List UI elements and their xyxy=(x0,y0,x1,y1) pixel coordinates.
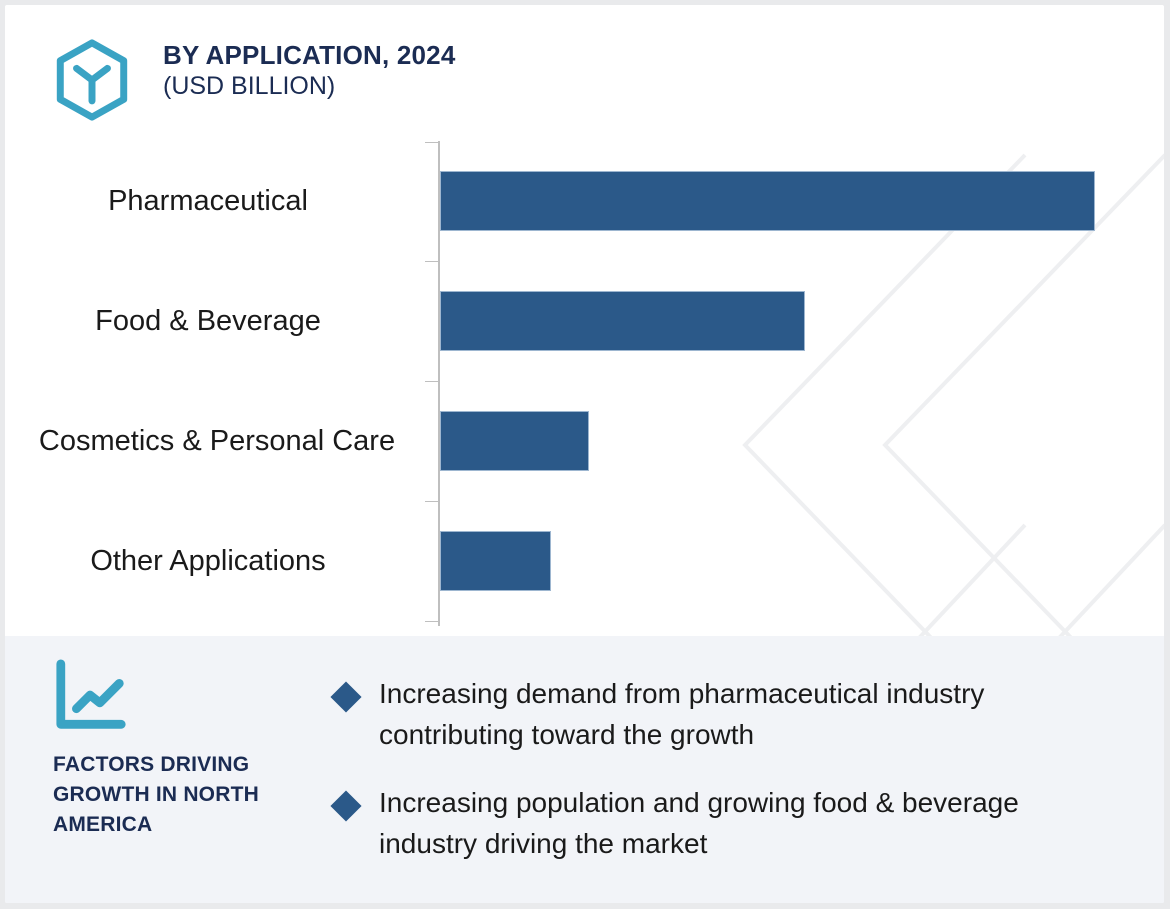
bar-food-beverage xyxy=(440,291,805,351)
category-label-other-applications: Other Applications xyxy=(90,544,326,577)
category-label-food-beverage: Food & Beverage xyxy=(95,304,321,337)
bar-chart: Pharmaceutical Food & Beverage Cosmetics… xyxy=(5,133,1163,633)
axis-tick xyxy=(425,621,439,622)
infographic-card: BY APPLICATION, 2024 (USD BILLION) Pharm… xyxy=(5,5,1164,903)
factors-list: Increasing demand from pharmaceutical in… xyxy=(330,636,1164,903)
category-label-pharmaceutical: Pharmaceutical xyxy=(108,184,308,217)
factors-panel-title: FACTORS DRIVING GROWTH IN NORTH AMERICA xyxy=(53,753,259,836)
value-axis-line xyxy=(438,141,440,626)
list-item: Increasing population and growing food &… xyxy=(330,783,1094,864)
axis-tick xyxy=(425,142,439,143)
header: BY APPLICATION, 2024 (USD BILLION) xyxy=(53,37,456,121)
page-title: BY APPLICATION, 2024 xyxy=(163,40,456,70)
page-subtitle: (USD BILLION) xyxy=(163,72,336,101)
hexagon-y-logo-icon xyxy=(56,39,128,121)
category-label-cosmetics-personal-care: Cosmetics & Personal Care xyxy=(38,424,396,457)
list-item: Increasing demand from pharmaceutical in… xyxy=(330,674,1094,755)
bar-other-applications xyxy=(440,531,551,591)
factor-text: Increasing population and growing food &… xyxy=(379,787,1019,859)
category-axis-labels: Pharmaceutical Food & Beverage Cosmetics… xyxy=(5,133,415,633)
bar-pharmaceutical xyxy=(440,171,1095,231)
factors-panel: FACTORS DRIVING GROWTH IN NORTH AMERICA … xyxy=(5,636,1164,903)
factor-text: Increasing demand from pharmaceutical in… xyxy=(379,678,985,750)
line-chart-icon xyxy=(56,659,126,729)
bar-cosmetics-personal-care xyxy=(440,411,589,471)
axis-tick xyxy=(425,261,439,262)
diamond-bullet-icon xyxy=(330,790,362,822)
axis-tick xyxy=(425,381,439,382)
factors-panel-left: FACTORS DRIVING GROWTH IN NORTH AMERICA xyxy=(5,636,335,903)
axis-tick xyxy=(425,501,439,502)
diamond-bullet-icon xyxy=(330,681,362,713)
